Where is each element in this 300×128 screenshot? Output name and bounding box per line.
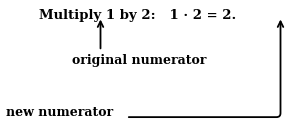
Text: new numerator: new numerator <box>6 106 113 119</box>
Text: Multiply 1 by 2:   1 · 2 = 2.: Multiply 1 by 2: 1 · 2 = 2. <box>39 9 236 22</box>
Text: original numerator: original numerator <box>72 54 206 67</box>
